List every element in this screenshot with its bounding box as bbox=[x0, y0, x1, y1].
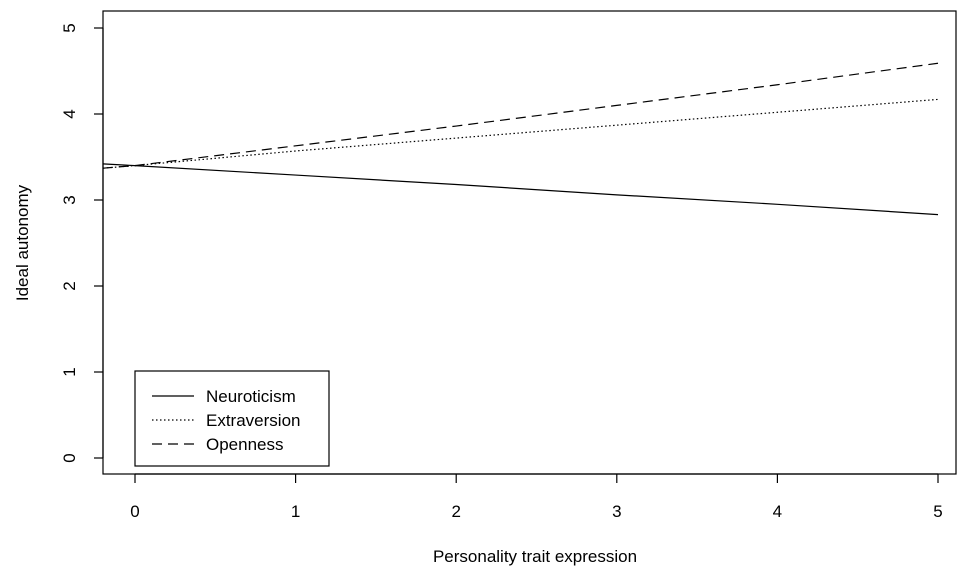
y-ticks: 0 1 2 3 4 5 bbox=[60, 23, 103, 463]
y-tick-label: 1 bbox=[60, 367, 79, 376]
y-axis-label: Ideal autonomy bbox=[13, 184, 32, 301]
legend-label-openness: Openness bbox=[206, 435, 284, 454]
y-tick-label: 5 bbox=[60, 23, 79, 32]
legend-box bbox=[134, 370, 330, 467]
x-tick-label: 4 bbox=[773, 502, 782, 521]
x-tick-label: 1 bbox=[291, 502, 300, 521]
y-tick-label: 2 bbox=[60, 281, 79, 290]
legend-label-extraversion: Extraversion bbox=[206, 411, 300, 430]
y-tick-label: 4 bbox=[60, 109, 79, 118]
x-axis-label: Personality trait expression bbox=[433, 547, 637, 566]
y-tick-label: 3 bbox=[60, 195, 79, 204]
x-tick-label: 0 bbox=[130, 502, 139, 521]
series-lines bbox=[102, 62, 939, 216]
series-line-extraversion bbox=[102, 98, 939, 169]
legend-label-neuroticism: Neuroticism bbox=[206, 387, 296, 406]
series-line-neuroticism bbox=[102, 163, 939, 216]
x-tick-label: 5 bbox=[933, 502, 942, 521]
x-ticks: 0 1 2 3 4 5 bbox=[130, 474, 943, 521]
x-tick-label: 3 bbox=[612, 502, 621, 521]
x-tick-label: 2 bbox=[451, 502, 460, 521]
y-tick-label: 0 bbox=[60, 453, 79, 462]
legend: Neuroticism Extraversion Openness bbox=[134, 370, 330, 467]
series-line-openness bbox=[102, 62, 939, 169]
